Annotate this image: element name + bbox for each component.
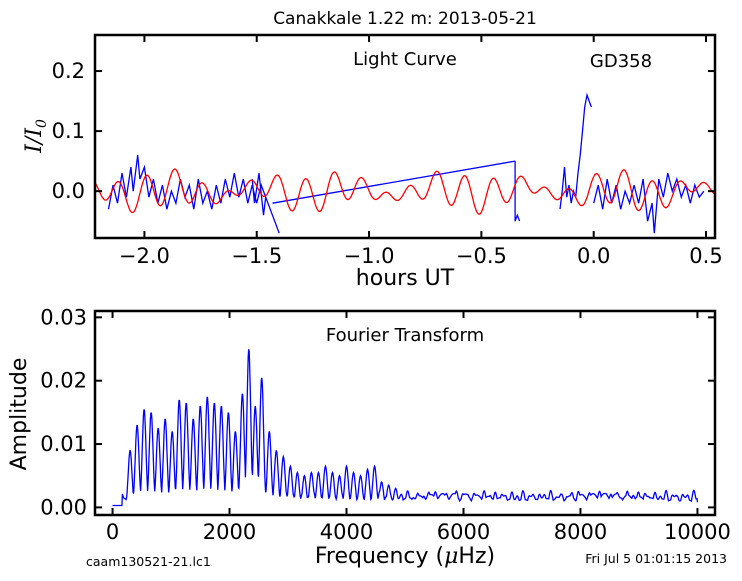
x-tick-label: 0.5 [689, 244, 722, 268]
x-tick-label: 8000 [554, 520, 607, 544]
x-tick-label: −1.0 [344, 244, 395, 268]
y-tick-label: 0.0 [52, 179, 85, 203]
light-curve-y-axis-label: I/I0 [22, 119, 50, 154]
observed-flux-segment [514, 161, 521, 222]
observed-flux-segment [251, 173, 267, 216]
light-curve-plot-area [95, 92, 715, 234]
figure-title: Canakkale 1.22 m: 2013-05-21 [273, 9, 537, 29]
x-tick-label: 0.0 [577, 244, 610, 268]
xlabel-mu: μ [444, 544, 458, 569]
x-tick-label: 4000 [320, 520, 373, 544]
fourier-x-axis-label: Frequency (μHz) [315, 544, 495, 569]
footer-timestamp: Fri Jul 5 01:01:15 2013 [585, 551, 727, 566]
x-tick-label: 10000 [664, 520, 731, 544]
x-tick-label: 2000 [203, 520, 256, 544]
model-fit-line [95, 168, 715, 215]
fourier-plot-area [112, 349, 699, 507]
y-tick-label: 0.2 [52, 59, 85, 83]
x-tick-label: 6000 [437, 520, 490, 544]
y-tick-label: 0.1 [52, 119, 85, 143]
x-tick-label: 0 [106, 520, 119, 544]
light-curve-x-axis-label: hours UT [356, 266, 455, 291]
footer-filename: caam130521-21.lc1 [86, 554, 211, 569]
light-curve-panel: −2.0 −1.5 −1.0 −0.5 0.0 0.5 0.0 0.1 0.2 Light Cu… [22, 33, 723, 291]
amplitude-spectrum-line [112, 349, 699, 507]
xlabel-prefix: Frequency ( [315, 544, 444, 569]
xlabel-suffix: Hz) [458, 544, 495, 569]
light-curve-frame [93, 33, 717, 240]
fourier-annotation: Fourier Transform [326, 325, 484, 346]
x-tick-label: −1.5 [231, 244, 282, 268]
y-tick-label: 0.00 [40, 495, 87, 519]
fourier-ticks: 0 2000 4000 6000 8000 10000 0.00 0.01 0.02 0.03 [40, 305, 731, 544]
y-tick-label: 0.01 [40, 432, 87, 456]
ylabel-subscript: 0 [34, 119, 50, 128]
star-name-label: GD358 [590, 51, 652, 72]
light-curve-ticks: −2.0 −1.5 −1.0 −0.5 0.0 0.5 0.0 0.1 0.2 [52, 35, 723, 268]
light-curve-annotation: Light Curve [353, 49, 457, 70]
ylabel-slash: / [22, 134, 47, 146]
x-tick-label: −2.0 [119, 244, 170, 268]
ylabel-i: I [22, 143, 47, 154]
fourier-y-axis-label: Amplitude [7, 358, 32, 471]
fourier-frame [93, 309, 717, 517]
y-tick-label: 0.03 [40, 305, 87, 329]
observed-flux-segment [107, 155, 280, 234]
y-tick-label: 0.02 [40, 369, 87, 393]
fourier-panel: 0 2000 4000 6000 8000 10000 0.00 0.01 0.02 0.03 F… [7, 305, 731, 569]
x-tick-label: −0.5 [456, 244, 507, 268]
ylabel-i0: I [22, 127, 47, 138]
